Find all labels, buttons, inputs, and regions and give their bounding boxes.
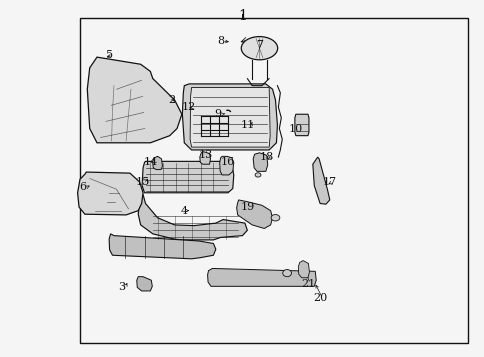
Text: 18: 18 [259, 152, 273, 162]
Polygon shape [219, 156, 233, 175]
Polygon shape [152, 156, 162, 170]
Text: 10: 10 [288, 124, 302, 134]
Polygon shape [138, 195, 247, 240]
Text: 16: 16 [220, 157, 235, 167]
Text: 9: 9 [214, 109, 221, 119]
Ellipse shape [282, 270, 291, 277]
Text: 8: 8 [217, 36, 224, 46]
Polygon shape [312, 157, 329, 204]
Text: 20: 20 [312, 293, 327, 303]
Text: 12: 12 [182, 102, 196, 112]
Polygon shape [199, 152, 210, 164]
Polygon shape [294, 114, 308, 136]
Polygon shape [182, 84, 277, 150]
Text: 14: 14 [143, 157, 157, 167]
Polygon shape [136, 277, 152, 291]
Ellipse shape [271, 215, 279, 221]
Text: 4: 4 [181, 206, 187, 216]
Polygon shape [109, 234, 215, 259]
Text: 5: 5 [106, 50, 112, 60]
Text: 17: 17 [322, 177, 336, 187]
Text: 13: 13 [198, 150, 213, 160]
Text: 15: 15 [136, 177, 150, 187]
Polygon shape [190, 87, 270, 147]
Text: 3: 3 [118, 282, 124, 292]
Ellipse shape [255, 173, 260, 177]
Polygon shape [77, 172, 143, 215]
Text: 2: 2 [168, 95, 175, 105]
Text: 11: 11 [240, 120, 254, 130]
Polygon shape [207, 268, 316, 286]
Text: 21: 21 [300, 279, 315, 289]
Polygon shape [236, 200, 272, 228]
Text: 1: 1 [238, 9, 246, 23]
Text: 6: 6 [79, 182, 86, 192]
Polygon shape [87, 57, 182, 143]
Ellipse shape [241, 36, 277, 60]
Text: 7: 7 [256, 40, 262, 50]
Text: 19: 19 [240, 202, 254, 212]
Polygon shape [298, 261, 309, 278]
Polygon shape [253, 153, 267, 171]
Polygon shape [142, 161, 233, 193]
Bar [80, 18, 467, 343]
